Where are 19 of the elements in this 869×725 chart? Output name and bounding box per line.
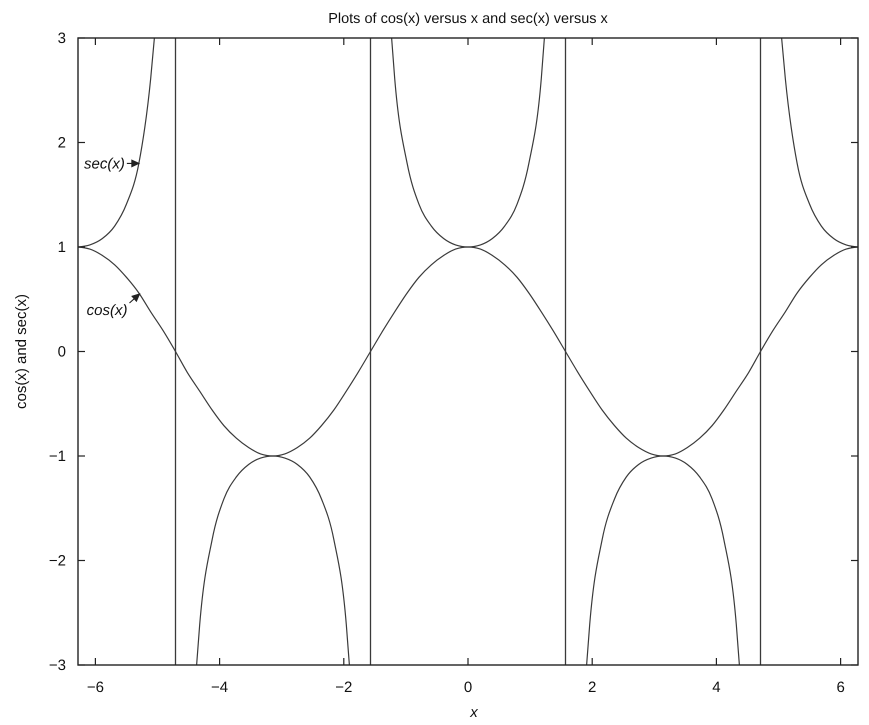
x-tick-label: 0	[464, 679, 472, 696]
y-tick-label: 0	[58, 344, 66, 360]
x-tick-label: −2	[335, 679, 352, 696]
y-tick-label: 1	[58, 239, 66, 256]
x-tick-label: −6	[86, 679, 104, 696]
x-tick-label: 6	[836, 679, 845, 696]
y-tick-label: −3	[48, 657, 66, 674]
y-axis-title: cos(x) and sec(x)	[13, 294, 30, 410]
y-tick-label: −2	[48, 552, 66, 570]
y-tick-label: 2	[58, 134, 66, 152]
x-tick-label: −4	[211, 679, 228, 696]
x-tick-label: 2	[588, 679, 596, 696]
chart-title: Plots of cos(x) versus x and sec(x) versus x	[328, 11, 609, 27]
annotation: sec(x)	[84, 155, 125, 172]
y-tick-label: 3	[58, 30, 66, 47]
annotation: cos(x)	[86, 302, 128, 320]
x-tick-label: 4	[712, 679, 721, 696]
y-tick-label: −1	[48, 448, 66, 465]
x-axis-title: x	[469, 704, 478, 721]
